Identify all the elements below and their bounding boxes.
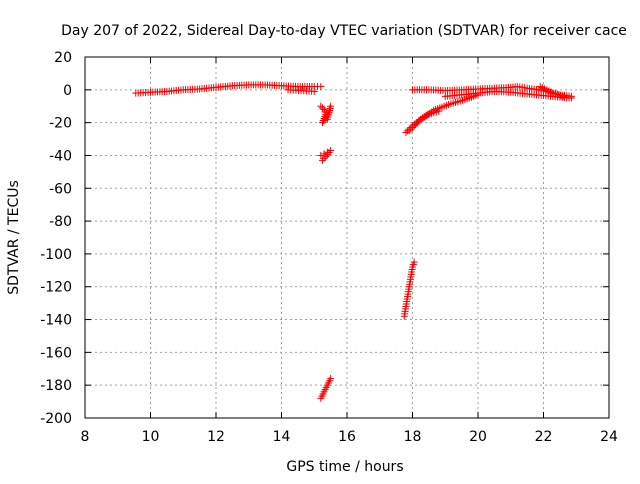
grid-lines bbox=[85, 57, 609, 418]
x-tick-label: 10 bbox=[142, 429, 160, 445]
y-tick-label: -120 bbox=[40, 280, 72, 296]
data-point bbox=[409, 124, 416, 132]
y-tick-label: -100 bbox=[40, 247, 72, 263]
data-point bbox=[413, 119, 421, 127]
data-point bbox=[317, 83, 325, 91]
data-point bbox=[318, 104, 326, 112]
x-tick-label: 14 bbox=[273, 429, 291, 445]
x-tick-label: 8 bbox=[81, 429, 90, 445]
data-point bbox=[410, 258, 418, 266]
data-point bbox=[323, 115, 331, 123]
data-point bbox=[407, 125, 415, 133]
data-point bbox=[435, 107, 443, 115]
axes: 8 10 12 14 16 18 20 22 24 20 0 -20 -40 -60 -80 -100 -120… bbox=[40, 50, 618, 445]
data-point bbox=[412, 120, 420, 128]
y-tick-label: -80 bbox=[49, 214, 72, 230]
data-point bbox=[410, 122, 418, 130]
y-tick-label: 20 bbox=[54, 50, 72, 66]
y-tick-label: -180 bbox=[40, 378, 72, 394]
x-tick-label: 16 bbox=[338, 429, 356, 445]
data-points bbox=[132, 81, 575, 402]
data-point bbox=[310, 87, 318, 95]
y-tick-label: -140 bbox=[40, 313, 72, 329]
y-tick-label: -160 bbox=[40, 345, 72, 361]
y-tick-label: -200 bbox=[40, 411, 72, 427]
data-point bbox=[567, 94, 575, 102]
data-point bbox=[317, 102, 325, 110]
data-point bbox=[559, 92, 567, 100]
x-tick-label: 22 bbox=[535, 429, 553, 445]
data-point bbox=[327, 375, 335, 383]
x-axis-label: GPS time / hours bbox=[286, 459, 403, 475]
data-point bbox=[402, 128, 410, 136]
y-tick-label: -40 bbox=[49, 148, 72, 164]
x-tick-label: 18 bbox=[404, 429, 422, 445]
x-tick-label: 20 bbox=[469, 429, 487, 445]
data-point bbox=[405, 127, 413, 135]
x-tick-label: 24 bbox=[600, 429, 618, 445]
data-point bbox=[318, 156, 326, 164]
data-point bbox=[317, 151, 325, 159]
plot-frame bbox=[84, 56, 610, 419]
y-tick-label: -20 bbox=[49, 116, 72, 132]
chart-title: Day 207 of 2022, Sidereal Day-to-day VTE… bbox=[61, 23, 627, 39]
x-tick-label: 12 bbox=[207, 429, 225, 445]
y-tick-label: 0 bbox=[63, 83, 72, 99]
y-tick-label: -60 bbox=[49, 181, 72, 197]
y-axis-label: SDTVAR / TECUs bbox=[6, 180, 22, 295]
